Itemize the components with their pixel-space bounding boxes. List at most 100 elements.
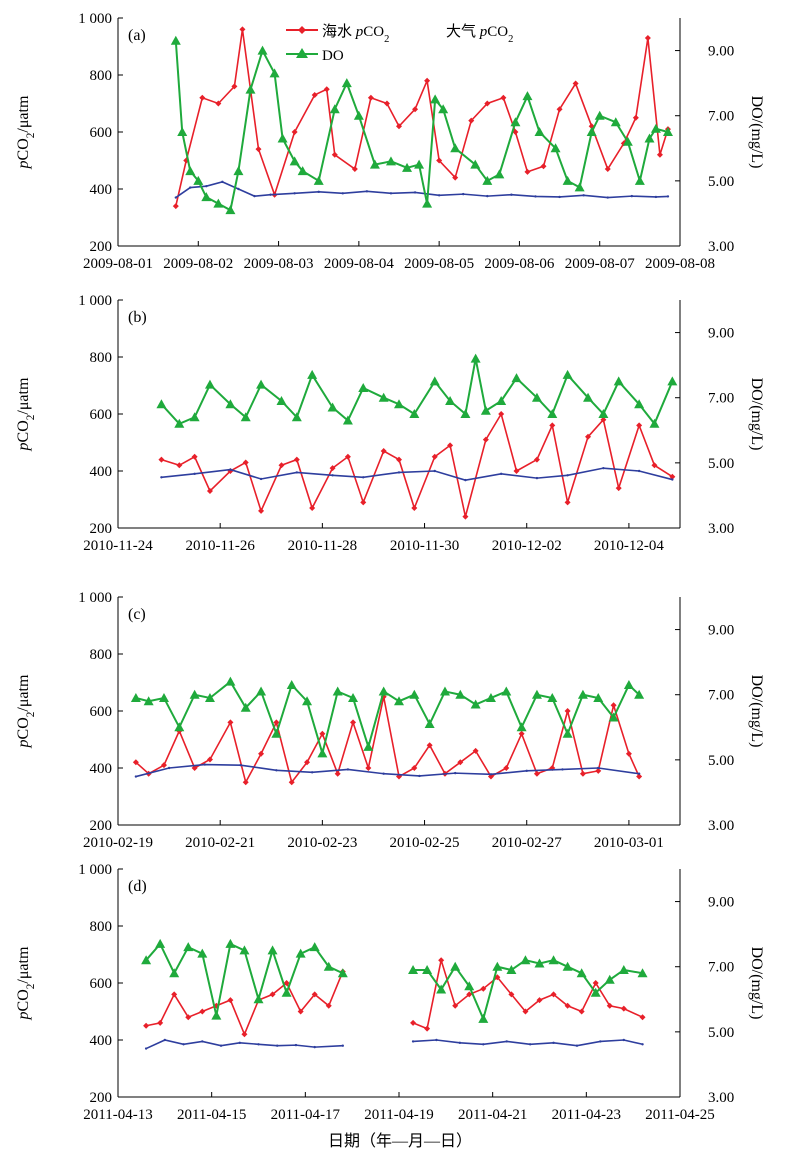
panel-label: (c) [128, 606, 146, 623]
seawater-point [367, 94, 374, 101]
seawater-point [241, 1031, 248, 1038]
x-tick-label: 2010-11-26 [185, 538, 255, 554]
atmosphere-point [454, 771, 457, 775]
do-point [470, 353, 481, 363]
atmosphere-point [317, 190, 320, 194]
seawater-point [620, 1005, 627, 1012]
y-tick-label: 400 [90, 761, 113, 777]
y2-tick-label: 9.00 [708, 895, 734, 911]
seawater-point [304, 759, 311, 766]
do-point [348, 692, 359, 702]
do-point [501, 686, 512, 696]
atmosphere-point [462, 192, 465, 196]
do-point [562, 175, 573, 185]
do-point [378, 686, 389, 696]
seawater-point [199, 94, 206, 101]
y2-tick-label: 7.00 [708, 109, 734, 125]
do-point [204, 692, 215, 702]
do-point [422, 198, 433, 208]
atmosphere-point [525, 769, 528, 773]
do-point [534, 958, 545, 968]
do-point [385, 156, 396, 166]
seawater-point [293, 456, 300, 463]
y-tick-label: 200 [90, 521, 113, 537]
seawater-point [447, 442, 454, 449]
seawater-point [636, 422, 643, 429]
do-point [470, 699, 481, 709]
y-tick-label: 600 [90, 407, 113, 423]
atmosphere-point [482, 1043, 485, 1046]
do-point [169, 968, 180, 978]
do-point [353, 110, 364, 120]
do-point [450, 961, 461, 971]
atmosphere-point [397, 471, 401, 474]
do-point [297, 166, 308, 176]
seawater-point [199, 1008, 206, 1015]
do-point [158, 692, 169, 702]
do-point [610, 117, 621, 127]
seawater-point [436, 157, 443, 164]
atmosphere-point [505, 1040, 508, 1043]
series-line [412, 959, 643, 1030]
y-tick-label: 800 [90, 68, 113, 84]
seawater-point [239, 26, 246, 33]
do-point [225, 938, 236, 948]
do-point [662, 127, 673, 136]
atmosphere-point [597, 766, 600, 770]
do-point [470, 159, 481, 169]
y-tick-label: 200 [90, 818, 113, 834]
y-tick-label: 600 [90, 125, 113, 141]
do-point [430, 94, 441, 104]
legend-do-marker [296, 48, 308, 58]
seawater-point [269, 991, 276, 998]
seawater-point [176, 462, 183, 469]
do-point [634, 399, 645, 409]
x-tick-label: 2010-11-24 [83, 538, 153, 554]
seawater-point [549, 422, 556, 429]
panel-a: 200 400 600 800 1 000 3.00 5.00 7.00 9.00 2009-08… [15, 11, 765, 272]
series-line [145, 1039, 343, 1050]
atmosphere-point [433, 469, 436, 473]
do-point [649, 418, 660, 428]
seawater-point [536, 997, 543, 1004]
atmosphere-point [575, 1044, 579, 1047]
seawater-point [508, 991, 515, 998]
atmosphere-point [566, 474, 569, 477]
do-point [562, 369, 573, 379]
x-tick-label: 2011-04-13 [83, 1107, 152, 1123]
do-point [329, 104, 340, 114]
x-tick-label: 2009-08-06 [484, 256, 554, 272]
do-point [369, 159, 380, 169]
panel-d: 200 400 600 800 1 000 3.00 5.00 7.00 9.00 2011-04… [15, 862, 765, 1123]
atmosphere-point [134, 775, 138, 778]
do-point [185, 166, 196, 176]
seawater-point [487, 773, 494, 780]
seawater-point [309, 505, 316, 512]
seawater-point [206, 756, 213, 763]
seawater-point [639, 1014, 646, 1021]
atmosphere-point [313, 1045, 316, 1049]
series-line [135, 763, 640, 778]
seawater-point [132, 759, 139, 766]
seawater-point [513, 468, 520, 474]
y-tick-label: 400 [90, 464, 113, 480]
seawater-point [472, 747, 479, 754]
atmosphere-point [599, 1040, 602, 1043]
y2-axis-title: DO/(mg/L) [748, 675, 765, 748]
do-point [177, 127, 188, 136]
seawater-point [383, 100, 390, 107]
atmosphere-point [221, 180, 224, 184]
do-point [644, 133, 655, 143]
seawater-point [585, 433, 592, 440]
do-point [141, 955, 152, 965]
y-tick-label: 800 [90, 350, 113, 366]
atmosphere-point [346, 768, 350, 771]
seawater-point [185, 1014, 192, 1021]
do-point [547, 409, 558, 418]
do-point [414, 159, 425, 169]
atmosphere-point [163, 1038, 167, 1042]
do-point [337, 968, 348, 978]
seawater-point [278, 462, 285, 469]
atmosphere-point [458, 1041, 462, 1045]
atmosphere-point [637, 772, 641, 775]
